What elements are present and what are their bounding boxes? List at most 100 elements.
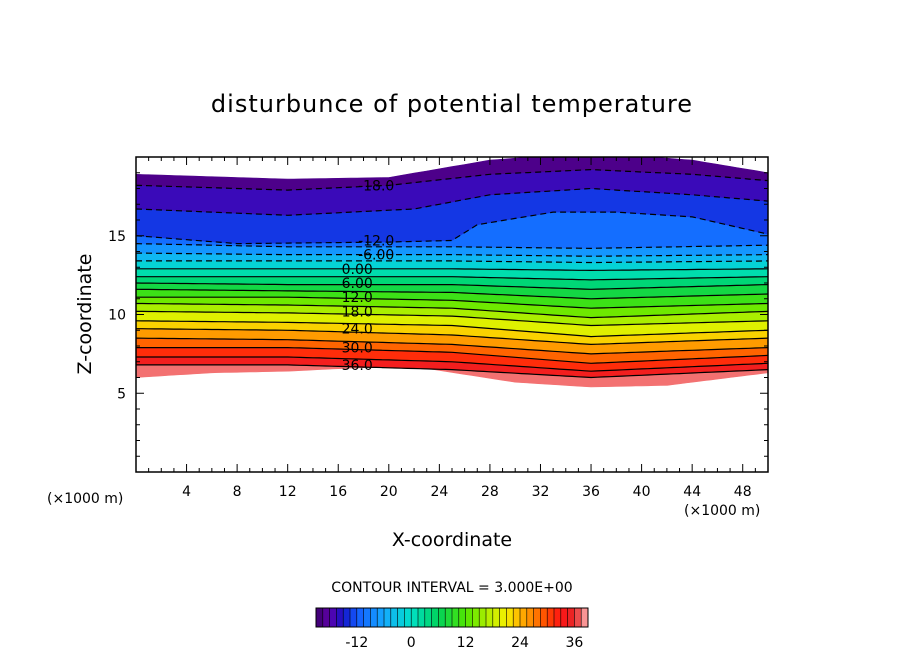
colorbar-segment: [567, 608, 575, 627]
colorbar-segment: [506, 608, 514, 627]
x-tick-label: 36: [582, 484, 600, 500]
colorbar-segment: [363, 608, 371, 627]
x-axis-unit: (×1000 m): [684, 503, 760, 519]
colorbar-segment: [390, 608, 398, 627]
x-tick-label: 48: [734, 484, 752, 500]
colorbar-segment: [581, 608, 589, 627]
colorbar-segments: [315, 607, 589, 628]
contour-line: [136, 187, 768, 216]
contour-lines: [136, 168, 768, 379]
colorbar-segment: [492, 608, 500, 627]
contour-line: [136, 328, 768, 346]
x-tick-label: 40: [633, 484, 651, 500]
x-axis-label: X-coordinate: [392, 529, 512, 551]
y-axis-label: Z-coordinate: [74, 254, 96, 375]
colorbar-frame: [315, 607, 589, 628]
contour-line: [136, 260, 768, 264]
colorbar-tick-label: 12: [457, 635, 475, 651]
colorbar-segment: [554, 608, 562, 627]
colorbar: -12 0 12 24 36: [315, 607, 589, 651]
colorbar-segment: [547, 608, 555, 627]
contour-interval-text: CONTOUR INTERVAL = 3.000E+00: [331, 580, 572, 596]
colorbar-segment: [316, 608, 324, 627]
contour-line: [136, 282, 768, 290]
contour-line: [136, 310, 768, 327]
contour-label: 30.0: [342, 341, 373, 357]
x-tick-label: 44: [683, 484, 701, 500]
colorbar-segment: [499, 608, 507, 627]
x-tick-label: 28: [481, 484, 499, 500]
x-tick-label: 32: [532, 484, 550, 500]
contour-line: [136, 320, 768, 338]
contour-line: [136, 288, 768, 300]
colorbar-tick-label: 36: [565, 635, 583, 651]
colorbar-segment: [377, 608, 385, 627]
colorbar-segment: [472, 608, 480, 627]
x-tick-label: 24: [430, 484, 448, 500]
contour-line: [136, 211, 768, 245]
contour-label: -18.0: [358, 178, 394, 194]
colorbar-segment: [540, 608, 548, 627]
x-tick-label: 4: [182, 484, 191, 500]
contour-line: [136, 168, 768, 191]
colorbar-segment: [404, 608, 412, 627]
contour-line: [136, 337, 768, 355]
colorbar-segment: [574, 608, 582, 627]
x-tick-label: 20: [380, 484, 398, 500]
contour-label: 0.00: [342, 262, 373, 278]
y-tick-label: 5: [117, 386, 126, 402]
colorbar-segment: [458, 608, 466, 627]
colorbar-segment: [520, 608, 528, 627]
colorbar-segment: [533, 608, 541, 627]
colorbar-segment: [343, 608, 351, 627]
contour-line: [136, 364, 768, 379]
contour-line: [136, 296, 768, 309]
contour-label: 6.00: [342, 276, 373, 292]
colorbar-tick-label: 24: [511, 635, 529, 651]
contour-line: [136, 347, 768, 364]
colorbar-segment: [560, 608, 568, 627]
x-axis-ticks: 4 8 12 16 20 24 28 32 36 40 44 48: [148, 157, 756, 500]
x-tick-label: 16: [329, 484, 347, 500]
colorbar-segment: [411, 608, 419, 627]
contour-label: -6.00: [358, 248, 394, 264]
colorbar-segment: [465, 608, 473, 627]
contour-label: 18.0: [342, 304, 373, 320]
colorbar-tick-label: 0: [407, 635, 416, 651]
x-tick-label: 8: [233, 484, 242, 500]
contour-line: [136, 356, 768, 372]
chart-title: disturbunce of potential temperature: [211, 90, 693, 118]
colorbar-segment: [486, 608, 494, 627]
contour-label: 24.0: [342, 322, 373, 338]
contour-label: 12.0: [342, 290, 373, 306]
colorbar-tick-label: -12: [345, 635, 368, 651]
colorbar-segment: [418, 608, 426, 627]
colorbar-segment: [438, 608, 446, 627]
colorbar-segment: [370, 608, 378, 627]
y-tick-label: 15: [108, 229, 126, 245]
colorbar-segment: [526, 608, 534, 627]
colorbar-segment: [322, 608, 330, 627]
colorbar-segment: [431, 608, 439, 627]
contour-line: [136, 276, 768, 281]
colorbar-segment: [397, 608, 405, 627]
contour-line: [136, 302, 768, 319]
contour-line: [136, 243, 768, 250]
colorbar-segment: [513, 608, 521, 627]
contour-line: [136, 252, 768, 257]
colorbar-ticks: -12 0 12 24 36: [345, 635, 583, 651]
colorbar-segment: [336, 608, 344, 627]
y-tick-label: 10: [108, 308, 126, 324]
contour-label: 36.0: [342, 358, 373, 374]
colorbar-segment: [329, 608, 337, 627]
contour-label: -12.0: [358, 234, 394, 250]
colorbar-segment: [350, 608, 358, 627]
colorbar-segment: [424, 608, 432, 627]
colorbar-segment: [384, 608, 392, 627]
y-axis-ticks: 5 10 15: [108, 172, 768, 457]
contour-line: [136, 268, 768, 272]
x-tick-label: 12: [279, 484, 297, 500]
colorbar-segment: [356, 608, 364, 627]
